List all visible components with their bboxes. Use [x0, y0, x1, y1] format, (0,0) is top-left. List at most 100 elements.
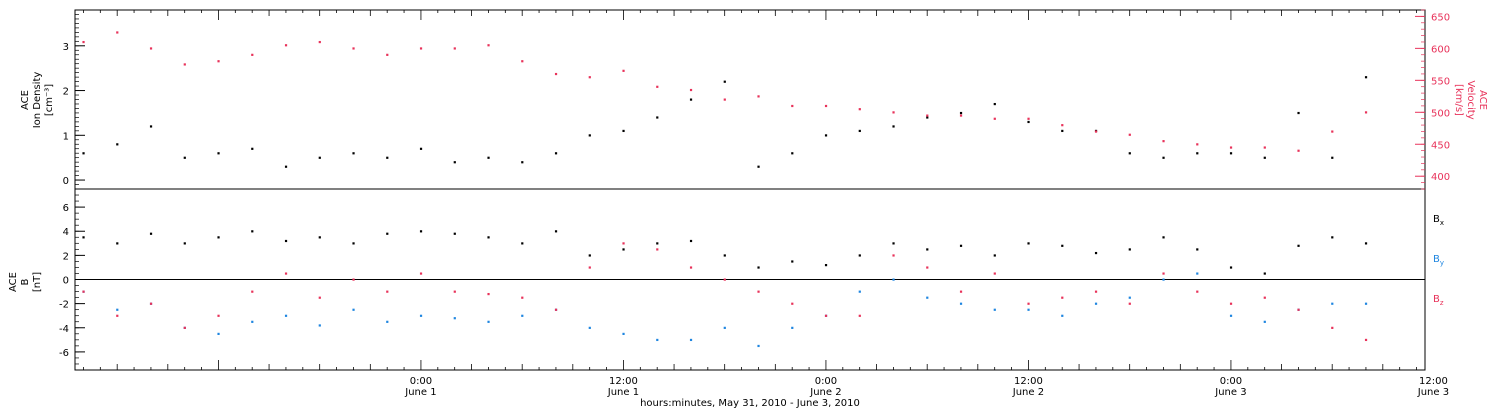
- point-by: [757, 344, 760, 348]
- top-left-ylabel-line2: Ion Density: [32, 72, 43, 129]
- bottom-ylabel: ACE B [nT]: [8, 272, 43, 292]
- point-bz: [521, 296, 524, 299]
- point-bz: [1297, 308, 1300, 311]
- top-series-1-point: [791, 104, 794, 108]
- point-bx: [926, 248, 929, 251]
- point-bx: [1128, 248, 1131, 251]
- top-series-1-point: [149, 47, 153, 50]
- top-series-0-point: [386, 156, 389, 159]
- top-series-1-point: [1297, 149, 1300, 152]
- top-right-ylabel-line2: Velocity: [1465, 80, 1476, 119]
- top-series-1-point: [352, 47, 355, 50]
- point-by: [487, 320, 490, 323]
- point-bz: [284, 272, 288, 275]
- top-right-tick-label: 550: [1431, 76, 1450, 87]
- top-series-1-point: [521, 60, 524, 63]
- top-series-0-point: [251, 147, 254, 150]
- point-bz: [419, 272, 423, 275]
- top-series-0-point: [588, 134, 591, 137]
- top-series-1-point: [386, 53, 389, 56]
- point-by: [622, 332, 625, 335]
- top-left-tick-label: 3: [63, 42, 69, 53]
- point-bz: [791, 302, 794, 305]
- point-bz: [892, 254, 895, 257]
- point-bx: [1196, 248, 1199, 251]
- point-bx: [1229, 266, 1233, 269]
- point-by: [656, 338, 659, 342]
- point-by: [959, 302, 963, 305]
- point-bx: [251, 230, 254, 233]
- top-right-tick-label: 450: [1431, 140, 1450, 151]
- top-series-0-point: [284, 165, 288, 168]
- point-by: [352, 308, 355, 311]
- legend: Bx By Bz: [1433, 214, 1444, 307]
- point-by: [386, 320, 389, 323]
- point-bz: [959, 290, 963, 293]
- top-series-1-point: [453, 47, 456, 50]
- point-by: [1364, 302, 1368, 305]
- point-bx: [284, 239, 288, 243]
- top-series-0-point: [656, 116, 659, 119]
- top-series-1-point: [993, 117, 996, 120]
- point-bz: [386, 290, 389, 293]
- top-series-0-point: [1162, 156, 1165, 159]
- point-bx: [1263, 272, 1266, 275]
- point-bz: [824, 314, 828, 317]
- point-bx: [453, 232, 456, 235]
- top-data-layer: [82, 31, 1368, 168]
- top-right-tick-label: 600: [1431, 44, 1450, 55]
- point-bz: [217, 314, 220, 317]
- top-series-1-point: [1061, 124, 1064, 127]
- point-bz: [487, 292, 490, 296]
- top-series-0-point: [959, 111, 963, 115]
- point-by: [251, 320, 254, 323]
- top-right-ylabel-line1: ACE: [1477, 90, 1488, 110]
- point-bx: [352, 242, 355, 245]
- top-series-0-point: [757, 165, 760, 168]
- x-tick-date-label: June 3: [1417, 387, 1449, 398]
- point-bx: [521, 242, 524, 245]
- point-by: [453, 317, 456, 320]
- point-bx: [622, 248, 625, 251]
- top-right-ylabel-line3: [km/s]: [1453, 84, 1464, 116]
- top-series-0-point: [1331, 156, 1334, 159]
- x-tick-time-label: 0:00: [815, 376, 837, 387]
- bottom-tick-label: 0: [63, 276, 69, 287]
- top-series-1-point: [1196, 143, 1199, 146]
- point-bx: [791, 260, 794, 263]
- point-bx: [824, 264, 828, 267]
- bottom-ylabel-line3: [nT]: [32, 272, 43, 292]
- bottom-tick-label: -4: [59, 324, 69, 335]
- top-series-1-point: [1364, 111, 1368, 114]
- bottom-ylabel-line1: ACE: [8, 272, 19, 292]
- point-bz: [858, 314, 861, 317]
- point-bx: [217, 236, 220, 239]
- top-series-1-point: [588, 76, 591, 79]
- point-bz: [453, 290, 456, 293]
- point-bx: [993, 254, 996, 257]
- top-series-0-point: [1196, 152, 1199, 155]
- top-left-tick-label: 0: [63, 176, 69, 187]
- point-bx: [757, 266, 760, 269]
- point-bx: [1162, 236, 1165, 239]
- point-bz: [689, 266, 693, 269]
- point-by: [1061, 314, 1064, 317]
- point-bz: [1331, 326, 1334, 329]
- top-series-1-point: [1229, 146, 1233, 149]
- point-bz: [1196, 290, 1199, 293]
- point-bz: [1128, 302, 1131, 305]
- top-series-1-point: [318, 40, 321, 44]
- x-tick-time-label: 0:00: [410, 376, 432, 387]
- top-series-0-point: [1061, 129, 1064, 133]
- x-tick-time-label: 0:00: [1220, 376, 1242, 387]
- top-series-0-point: [858, 129, 861, 133]
- top-series-0-point: [487, 156, 490, 159]
- top-series-0-point: [791, 152, 794, 155]
- top-series-0-point: [183, 156, 186, 159]
- axes-layer: 0123400450500550600650-6-4-202460:00June…: [59, 9, 1450, 398]
- point-by: [858, 290, 861, 293]
- point-bx: [1331, 236, 1334, 239]
- top-series-0-point: [824, 134, 828, 137]
- top-left-tick-label: 1: [63, 131, 69, 142]
